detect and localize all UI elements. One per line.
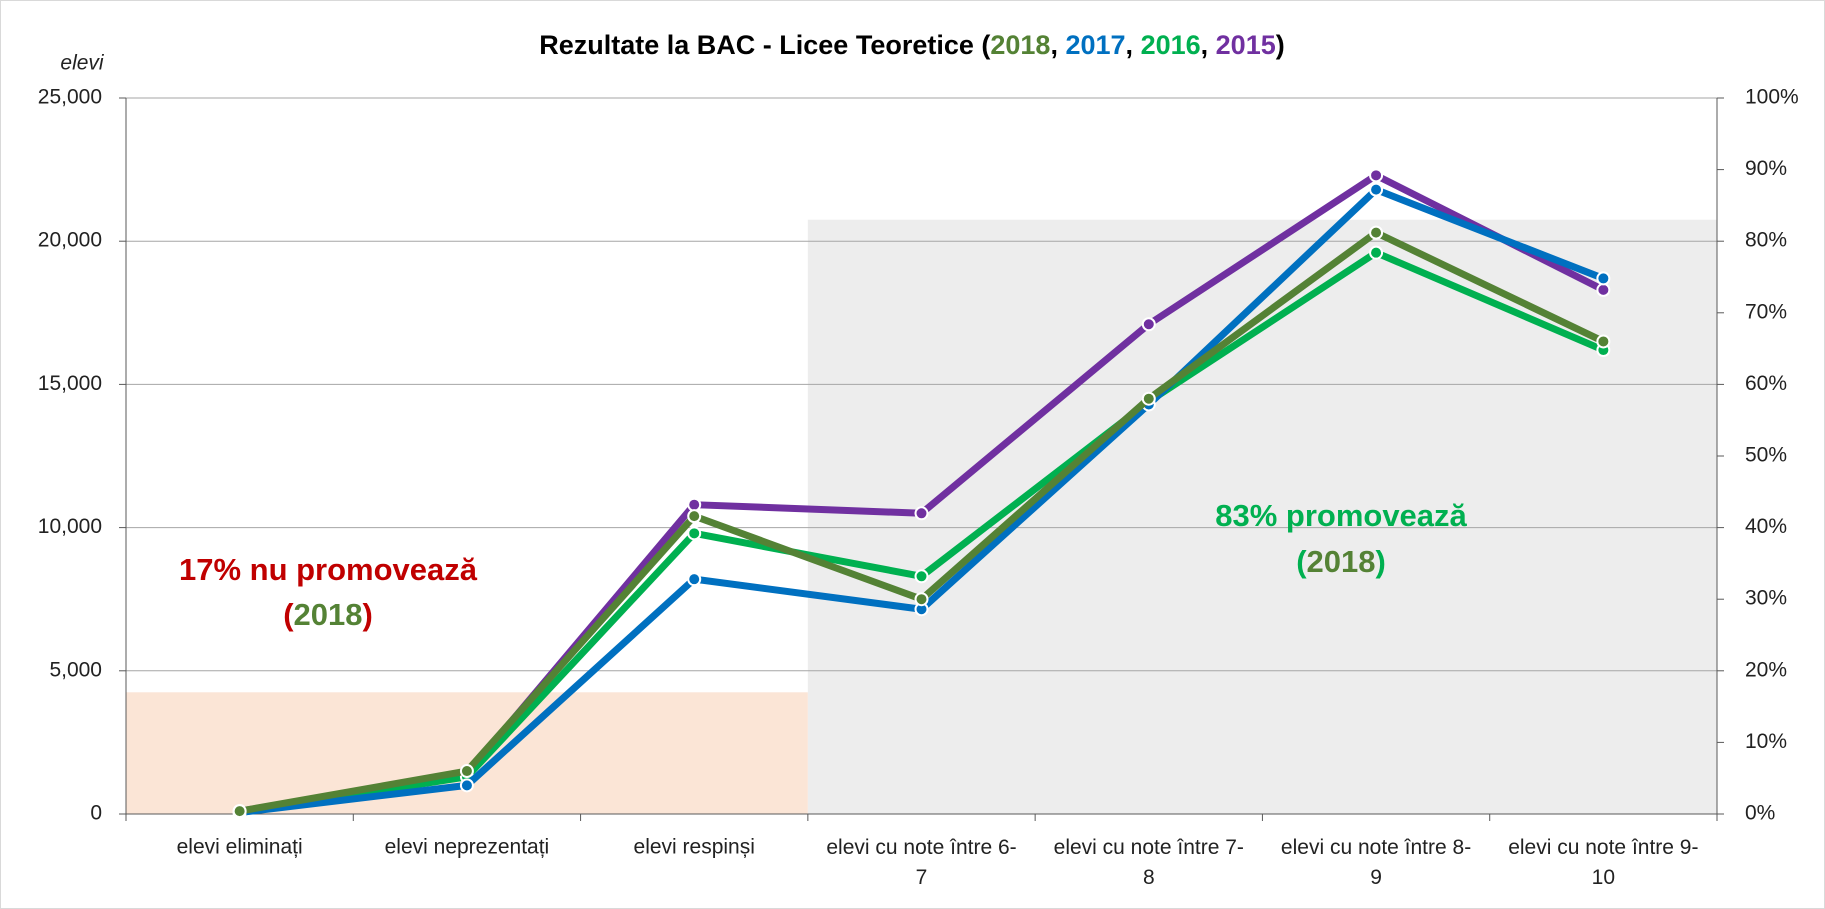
data-point: [687, 497, 702, 512]
data-point: [914, 592, 929, 607]
y-tick-label: 20,000: [38, 229, 102, 252]
x-tick-label: elevi cu note între 8-9: [1281, 836, 1471, 889]
data-point: [1596, 334, 1611, 349]
data-point: [914, 569, 929, 584]
annotation: 17% nu promovează: [179, 552, 478, 587]
y2-tick-label: 60%: [1745, 372, 1787, 395]
y-tick-label: 0: [90, 802, 102, 825]
annotation: 83% promovează: [1215, 498, 1467, 533]
data-point: [687, 509, 702, 524]
y2-tick-label: 30%: [1745, 587, 1787, 610]
x-tick-label: elevi cu note între 6-7: [826, 836, 1016, 889]
data-point: [1369, 182, 1384, 197]
x-tick-label: elevi cu note între 7-8: [1054, 836, 1244, 889]
x-tick-label: elevi eliminați: [177, 836, 303, 859]
data-point: [1141, 317, 1156, 332]
chart-title: Rezultate la BAC - Licee Teoretice (2018…: [539, 30, 1284, 60]
y2-tick-label: 80%: [1745, 229, 1787, 252]
y2-tick-label: 10%: [1745, 730, 1787, 753]
y2-tick-label: 100%: [1745, 86, 1799, 109]
y2-tick-label: 90%: [1745, 157, 1787, 180]
data-point: [1369, 245, 1384, 260]
data-point: [1141, 391, 1156, 406]
data-point: [1596, 271, 1611, 286]
data-point: [687, 572, 702, 587]
x-tick-label: elevi neprezentați: [385, 836, 550, 859]
region-band: [126, 692, 808, 814]
y2-tick-label: 40%: [1745, 515, 1787, 538]
y2-tick-label: 0%: [1745, 802, 1775, 825]
annotation: (2018): [283, 597, 373, 632]
data-point: [459, 764, 474, 779]
y-tick-label: 5,000: [49, 658, 102, 681]
y-tick-label: 15,000: [38, 372, 102, 395]
data-point: [459, 778, 474, 793]
x-tick-label: elevi respinși: [634, 836, 755, 859]
x-tick-label: elevi cu note între 9-10: [1508, 836, 1698, 889]
y2-tick-label: 20%: [1745, 658, 1787, 681]
data-point: [1369, 225, 1384, 240]
data-point: [1596, 282, 1611, 297]
y-tick-label: 25,000: [38, 86, 102, 109]
y-axis-label: elevi: [60, 52, 105, 75]
y2-tick-label: 50%: [1745, 444, 1787, 467]
annotation: (2018): [1296, 544, 1386, 579]
data-point: [232, 804, 247, 819]
data-point: [1369, 168, 1384, 183]
y2-tick-label: 70%: [1745, 300, 1787, 323]
data-point: [687, 526, 702, 541]
data-point: [914, 506, 929, 521]
y-tick-label: 10,000: [38, 515, 102, 538]
